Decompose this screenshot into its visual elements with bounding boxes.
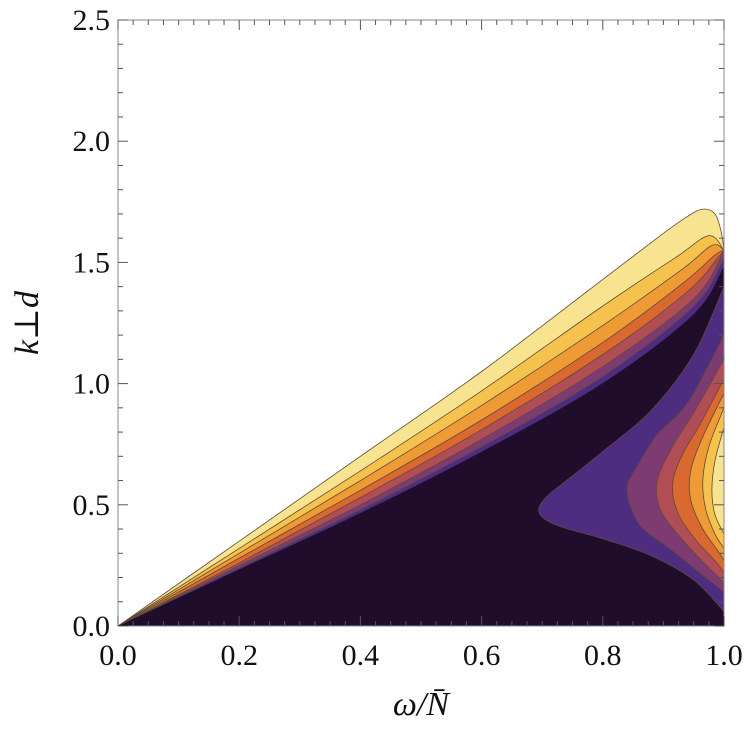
x-tick-label: 1.0 bbox=[705, 639, 743, 672]
contour-lobe-level-6 bbox=[711, 426, 724, 535]
x-tick-label: 0.8 bbox=[584, 639, 622, 672]
x-tick-label: 0.4 bbox=[342, 639, 380, 672]
x-axis-label: ω/N̄ bbox=[393, 686, 451, 723]
y-tick-label: 2.5 bbox=[73, 4, 111, 37]
y-tick-label: 0.5 bbox=[73, 489, 111, 522]
y-tick-label: 1.0 bbox=[73, 368, 111, 401]
tick-labels: 0.0 0.2 0.4 0.6 0.8 1.0 0.0 0.5 1.0 1.5 2.0 2.5 bbox=[73, 4, 743, 672]
y-axis-label: k⊥d bbox=[9, 290, 46, 355]
y-tick-label: 1.5 bbox=[73, 246, 111, 279]
y-tick-label: 2.0 bbox=[73, 125, 111, 158]
contour-darkest-region bbox=[118, 266, 724, 626]
x-tick-label: 0.2 bbox=[220, 639, 258, 672]
tick-marks bbox=[117, 19, 725, 627]
y-tick-label: 0.0 bbox=[73, 610, 111, 643]
x-tick-label: 0.0 bbox=[99, 639, 137, 672]
x-tick-label: 0.6 bbox=[463, 639, 501, 672]
contour-regions bbox=[118, 20, 724, 626]
